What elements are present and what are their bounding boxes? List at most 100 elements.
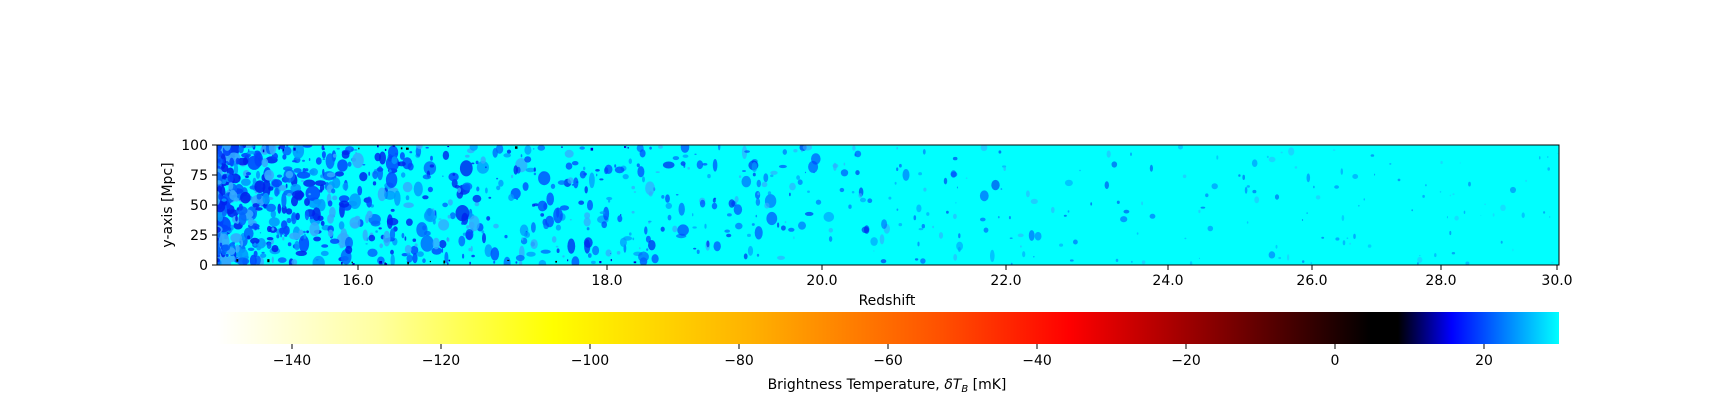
heatmap-bubble xyxy=(629,232,632,236)
heatmap-bubble xyxy=(1287,254,1290,261)
heatmap-bubble xyxy=(271,245,279,253)
colorbar-tick-label: 20 xyxy=(1475,353,1493,369)
heatmap-bubble xyxy=(584,212,591,219)
heatmap-bubble xyxy=(950,170,957,178)
heatmap-bubble xyxy=(256,227,260,230)
heatmap-bubble xyxy=(498,179,504,187)
heatmap-bubble xyxy=(1463,210,1466,214)
heatmap-bubble xyxy=(1205,193,1209,198)
heatmap-bubble xyxy=(755,198,761,206)
heatmap-bubble xyxy=(1198,209,1201,214)
heatmap-bubble xyxy=(447,262,449,265)
heatmap-bubble xyxy=(265,175,273,181)
heatmap-bubble xyxy=(1449,230,1452,236)
heatmap-bubble xyxy=(258,156,262,161)
heatmap-bubble xyxy=(321,145,325,151)
heatmap-bubble xyxy=(259,232,262,234)
heatmap-bubble xyxy=(1352,174,1359,179)
heatmap-bubble xyxy=(301,180,304,182)
heatmap-bubble xyxy=(706,240,710,248)
heatmap-bubble xyxy=(266,242,272,250)
heatmap-bubble xyxy=(525,167,536,173)
heatmap-bubble xyxy=(412,252,418,264)
heatmap-bubble xyxy=(1439,191,1442,193)
heatmap-bubble xyxy=(637,166,645,178)
heatmap-bubble xyxy=(828,228,833,233)
heatmap-bubble xyxy=(306,230,309,234)
heatmap-bubble xyxy=(1274,194,1280,200)
heatmap-bubble xyxy=(661,195,665,199)
heatmap-bubble xyxy=(1480,215,1482,216)
heatmap-bubble xyxy=(918,172,922,176)
heatmap-bubble xyxy=(1009,237,1013,239)
heatmap-bubble xyxy=(614,164,617,168)
heatmap-bubble xyxy=(1010,262,1013,265)
heatmap-bubble xyxy=(245,172,252,176)
heatmap-bubble xyxy=(555,245,559,248)
heatmap-speck xyxy=(400,147,403,150)
heatmap-bubble xyxy=(564,149,574,158)
heatmap-bubble xyxy=(1120,216,1128,223)
heatmap-bubble xyxy=(1306,173,1311,183)
heatmap-bubble xyxy=(404,244,412,254)
heatmap-bubble xyxy=(804,171,807,174)
heatmap-bubble xyxy=(916,204,922,213)
heatmap-bubble xyxy=(1417,256,1423,263)
heatmap-bubble xyxy=(1335,237,1340,241)
heatmap-speck xyxy=(278,146,281,150)
heatmap-bubble xyxy=(764,202,770,209)
heatmap-bubble xyxy=(352,152,364,169)
heatmap-bubble xyxy=(481,230,485,234)
heatmap-bubble xyxy=(1468,181,1471,187)
heatmap-bubble xyxy=(788,227,795,232)
heatmap-bubble xyxy=(320,250,329,256)
heatmap-bubble xyxy=(1200,206,1206,209)
heatmap-bubble xyxy=(252,177,257,185)
colorbar-label: Brightness Temperature, δTB [mK] xyxy=(768,377,1007,395)
heatmap-bubble xyxy=(277,203,282,214)
heatmap-bubble xyxy=(667,214,672,221)
heatmap-bubble xyxy=(980,217,986,222)
heatmap-speck xyxy=(341,262,343,265)
heatmap-bubble xyxy=(537,200,548,212)
heatmap-bubble xyxy=(956,186,958,189)
heatmap-bubble xyxy=(442,150,450,160)
heatmap-bubble xyxy=(738,175,742,179)
heatmap-bubble xyxy=(955,202,957,204)
heatmap-bubble xyxy=(248,149,250,153)
heatmap-bubble xyxy=(427,186,433,193)
heatmap-bubble xyxy=(793,149,798,153)
heatmap-bubble xyxy=(747,233,751,237)
heatmap-bubble xyxy=(692,226,697,229)
heatmap-speck xyxy=(351,261,353,264)
heatmap-bubble xyxy=(888,196,892,200)
heatmap-bubble xyxy=(227,227,232,231)
heatmap-bubble xyxy=(1106,150,1111,158)
heatmap-bubble xyxy=(1051,206,1055,214)
heatmap-bubble xyxy=(461,221,465,225)
heatmap-bubble xyxy=(243,227,254,240)
heatmap-bubble xyxy=(422,174,432,180)
heatmap-bubble xyxy=(256,170,260,179)
heatmap-bubble xyxy=(938,232,944,239)
heatmap-bubble xyxy=(286,217,292,224)
heatmap-speck xyxy=(567,259,569,262)
heatmap-bubble xyxy=(1551,261,1554,264)
heatmap-speck xyxy=(469,261,471,265)
heatmap-bubble xyxy=(229,190,238,201)
heatmap-bubble xyxy=(677,224,689,236)
heatmap-bubble xyxy=(447,199,453,206)
heatmap-bubble xyxy=(235,215,238,222)
heatmap-bubble xyxy=(642,251,645,255)
heatmap-bubble xyxy=(902,169,910,181)
heatmap-bubble xyxy=(281,192,287,209)
heatmap-bubble xyxy=(546,192,554,206)
heatmap-bubble xyxy=(296,171,311,179)
heatmap-bubble xyxy=(1149,213,1156,219)
heatmap-bubble xyxy=(282,146,292,156)
heatmap-speck xyxy=(561,146,563,148)
heatmap-bubble xyxy=(390,254,395,265)
heatmap-bubble xyxy=(496,177,499,180)
heatmap-bubble xyxy=(979,190,989,202)
heatmap-speck xyxy=(447,146,450,148)
